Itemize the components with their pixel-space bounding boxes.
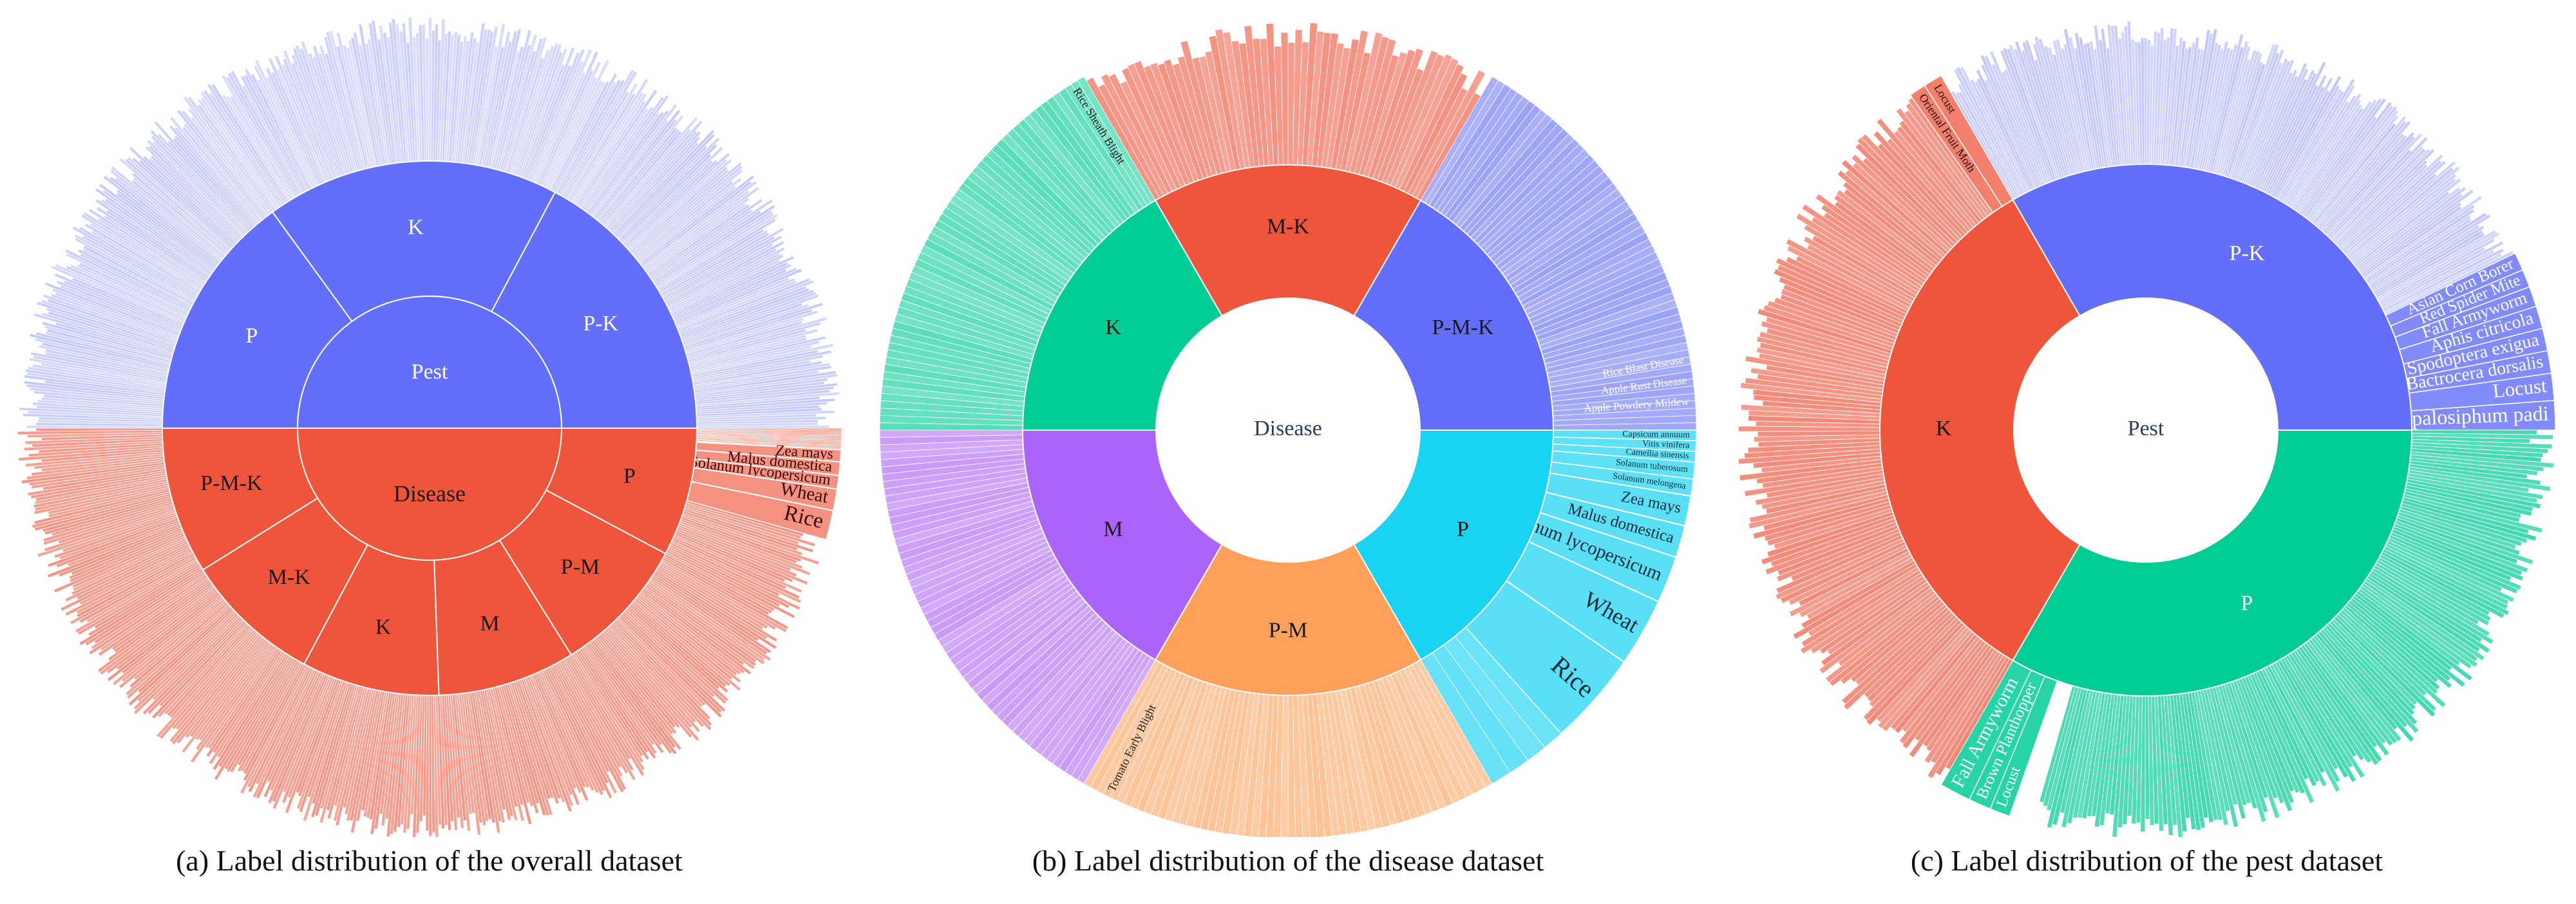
- middle-label: P: [245, 324, 258, 348]
- inner-wedge-pest: [296, 296, 563, 429]
- middle-label: K: [375, 616, 392, 639]
- middle-label: K: [1105, 315, 1121, 339]
- middle-label: P-M: [561, 555, 600, 579]
- middle-ring: P-K P K: [1879, 164, 2413, 697]
- middle-label: P: [1457, 518, 1469, 541]
- sunburst-pest: Rhopalosiphum padi Locust Bactrocera dorsa…: [1718, 0, 2576, 837]
- inner-ring: Disease: [1156, 298, 1420, 562]
- middle-label: M-K: [1267, 214, 1310, 238]
- middle-ring: P-K K P P P-M M K M-K P-M-K: [161, 160, 698, 696]
- middle-label: P: [623, 464, 636, 488]
- sunburst-disease: Capsicum annuum Vitis vinifera Camellia si…: [858, 0, 1718, 837]
- middle-label: P-M-K: [1432, 315, 1494, 339]
- middle-label: M: [480, 612, 499, 636]
- center-hole: [2014, 298, 2278, 562]
- inner-label-disease: Disease: [393, 480, 466, 506]
- middle-label: K: [408, 216, 424, 240]
- caption-pest: (c) Label distribution of the pest datas…: [1910, 844, 2383, 877]
- leaf-label: Capsicum annuum: [1622, 429, 1690, 440]
- inner-wedge-disease: [296, 428, 563, 561]
- leaf-wedge: [428, 695, 433, 837]
- inner-ring: Pest: [2014, 298, 2278, 562]
- middle-label: M-K: [268, 565, 311, 589]
- middle-label: P-K: [583, 312, 618, 335]
- inner-ring: Pest Disease: [296, 296, 563, 561]
- caption-disease: (b) Label distribution of the disease da…: [1032, 844, 1544, 877]
- inner-label-pest: Pest: [2128, 417, 2164, 440]
- leaf-label: Vitis vinifera: [1642, 439, 1690, 451]
- middle-label: P-M-K: [200, 471, 263, 495]
- inner-label-pest: Pest: [412, 360, 448, 384]
- middle-label: P-K: [2230, 241, 2265, 265]
- middle-ring: M-K P-M-K P P-M M K: [1021, 164, 1555, 696]
- middle-label: P: [2241, 592, 2253, 616]
- sunburst-overall: Zea mays Malus domestica Solanum lycopersi…: [0, 0, 858, 837]
- middle-label: M: [1103, 518, 1122, 541]
- middle-label: K: [1936, 417, 1952, 440]
- inner-label-disease: Disease: [1254, 417, 1322, 440]
- middle-label: P-M: [1269, 618, 1307, 642]
- caption-overall: (a) Label distribution of the overall da…: [176, 844, 683, 877]
- center-hole: [1156, 298, 1420, 562]
